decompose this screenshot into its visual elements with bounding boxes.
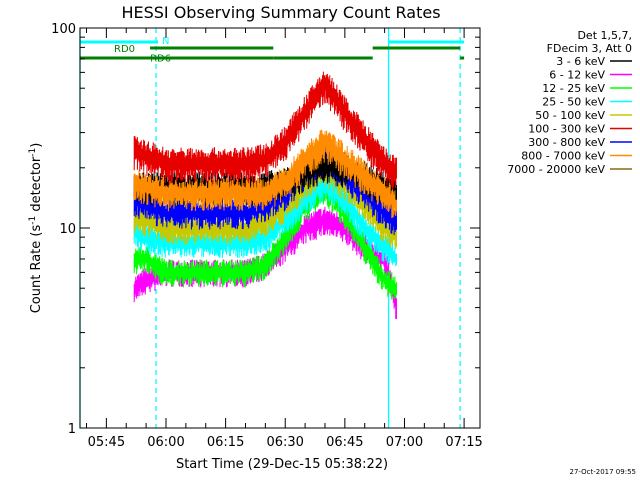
- x-axis: 05:45 06:00 06:15 06:30 06:45 07:00 07:15: [85, 28, 483, 450]
- y-axis: 1 10 100: [51, 22, 480, 437]
- y-axis-label-end: ): [29, 143, 44, 148]
- x-tick-label: 07:00: [386, 435, 423, 450]
- plot-area: N RD0 RD6: [79, 28, 465, 428]
- x-tick-label: 06:15: [207, 435, 244, 450]
- y-tick-label: 10: [59, 222, 76, 237]
- legend-label-3-6-kev: 3 - 6 keV: [556, 55, 605, 68]
- x-tick-label: 06:30: [266, 435, 303, 450]
- legend-header: FDecim 3, Att 0: [547, 42, 632, 55]
- x-tick-label: 07:15: [445, 435, 482, 450]
- series-800-7000-kev: [133, 129, 397, 219]
- legend-label-6-12-kev: 6 - 12 keV: [549, 69, 605, 82]
- legend-label-7000-20000-kev: 7000 - 20000 keV: [507, 163, 605, 176]
- legend-label-12-25-kev: 12 - 25 keV: [542, 82, 605, 95]
- flag-label-n: N: [162, 36, 169, 47]
- x-tick-label: 06:00: [147, 435, 184, 450]
- timestamp: 27-Oct-2017 09:55: [570, 468, 636, 476]
- legend-header: Det 1,5,7,: [577, 29, 632, 42]
- y-tick-label: 100: [51, 22, 76, 37]
- x-tick-label: 05:45: [88, 435, 125, 450]
- legend-label-100-300-kev: 100 - 300 keV: [528, 123, 605, 136]
- y-tick-label: 1: [68, 422, 76, 437]
- x-tick-label: 06:45: [326, 435, 363, 450]
- legend-label-800-7000-kev: 800 - 7000 keV: [521, 150, 605, 163]
- series-100-300-kev: [133, 71, 397, 190]
- chart-title: HESSI Observing Summary Count Rates: [121, 3, 440, 22]
- flag-label-rd0: RD0: [114, 44, 135, 55]
- y-axis-label-main: Count Rate (s: [29, 225, 44, 314]
- flag-label-rd6: RD6: [150, 54, 171, 65]
- series-12-25-kev: [133, 174, 397, 300]
- y-axis-label-middle: detector: [29, 156, 44, 216]
- y-axis-label-superscript-2: -1: [28, 148, 38, 157]
- y-axis-label-superscript-1: -1: [28, 216, 38, 225]
- legend-label-50-100-kev: 50 - 100 keV: [535, 109, 605, 122]
- legend-label-25-50-kev: 25 - 50 keV: [542, 96, 605, 109]
- legend-label-300-800-kev: 300 - 800 keV: [528, 136, 605, 149]
- x-axis-label: Start Time (29-Dec-15 05:38:22): [176, 457, 388, 472]
- y-axis-label: Count Rate (s-1 detector-1): [28, 143, 44, 314]
